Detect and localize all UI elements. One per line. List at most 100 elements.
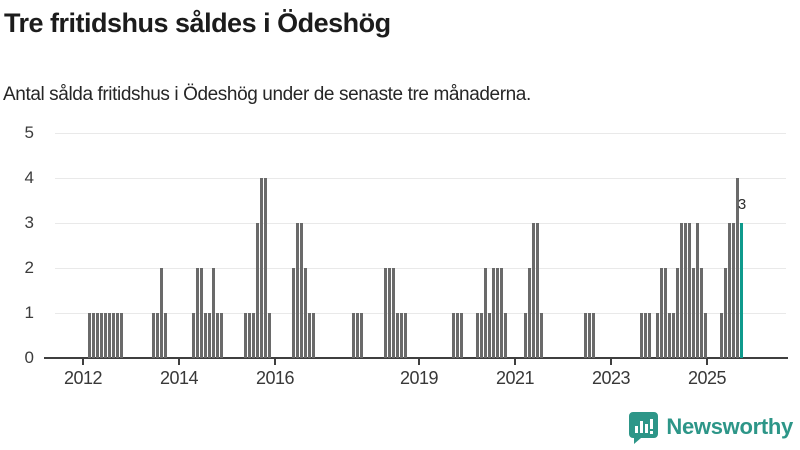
- bar: [264, 178, 267, 358]
- bar: [460, 313, 463, 358]
- bar: [152, 313, 155, 358]
- y-axis-tick-label: 0: [24, 348, 34, 367]
- bar: [260, 178, 263, 358]
- y-axis-tick-label: 4: [24, 168, 34, 187]
- bar: [700, 268, 703, 358]
- bar: [256, 223, 259, 358]
- bar: [452, 313, 455, 358]
- bar: [488, 313, 491, 358]
- x-axis-tick-label: 2014: [159, 368, 199, 388]
- bar: [688, 223, 691, 358]
- bar: [248, 313, 251, 358]
- x-axis-tick: [82, 359, 84, 365]
- bar: [720, 313, 723, 358]
- x-axis-tick-label: 2023: [591, 368, 631, 388]
- bar: [588, 313, 591, 358]
- bar: [104, 313, 107, 358]
- bar: [192, 313, 195, 358]
- bar: [536, 223, 539, 358]
- bar: [732, 223, 735, 358]
- gridline: [55, 268, 786, 269]
- newsworthy-logo-text: Newsworthy: [666, 414, 793, 439]
- x-axis-tick: [418, 359, 420, 365]
- bar: [400, 313, 403, 358]
- bar: [220, 313, 223, 358]
- gridline: [55, 313, 786, 314]
- bar: [252, 313, 255, 358]
- newsworthy-logo-icon: [629, 411, 659, 444]
- bar: [532, 223, 535, 358]
- bar: [308, 313, 311, 358]
- bar: [704, 313, 707, 358]
- bar: [356, 313, 359, 358]
- bar: [476, 313, 479, 358]
- bar: [480, 313, 483, 358]
- bar: [92, 313, 95, 358]
- x-axis-tick-label: 2025: [687, 368, 727, 388]
- x-axis-tick: [514, 359, 516, 365]
- y-axis-tick-label: 1: [24, 303, 34, 322]
- bar: [292, 268, 295, 358]
- bar: [384, 268, 387, 358]
- bar: [96, 313, 99, 358]
- bar: [640, 313, 643, 358]
- bar: [300, 223, 303, 358]
- bar: [592, 313, 595, 358]
- bar: [100, 313, 103, 358]
- x-axis-tick-label: 2021: [495, 368, 535, 388]
- bar: [724, 268, 727, 358]
- bar: [540, 313, 543, 358]
- bar: [524, 313, 527, 358]
- bar: [668, 313, 671, 358]
- x-axis-tick-label: 2019: [399, 368, 439, 388]
- bar: [728, 223, 731, 358]
- y-axis-tick-label: 5: [24, 123, 34, 142]
- newsworthy-logo: Newsworthy: [628, 410, 793, 444]
- bar: [504, 313, 507, 358]
- bar: [352, 313, 355, 358]
- bar: [108, 313, 111, 358]
- x-axis-tick: [274, 359, 276, 365]
- bar: [736, 178, 739, 358]
- bar: [672, 313, 675, 358]
- bar: [404, 313, 407, 358]
- bar: [112, 313, 115, 358]
- bar: [204, 313, 207, 358]
- y-axis-tick-label: 3: [24, 213, 34, 232]
- gridline: [55, 223, 786, 224]
- bar: [196, 268, 199, 358]
- bar: [644, 313, 647, 358]
- x-axis-tick: [178, 359, 180, 365]
- bar: [680, 223, 683, 358]
- gridline: [55, 133, 786, 134]
- bar: [296, 223, 299, 358]
- bar: [268, 313, 271, 358]
- bar: [200, 268, 203, 358]
- bar: [164, 313, 167, 358]
- x-axis-tick-label: 2012: [63, 368, 103, 388]
- bar: [244, 313, 247, 358]
- bar: [392, 268, 395, 358]
- bar: [660, 268, 663, 358]
- y-axis-tick-label: 2: [24, 258, 34, 277]
- bar: [456, 313, 459, 358]
- page-title: Tre fritidshus såldes i Ödeshög: [4, 8, 391, 38]
- bar: [584, 313, 587, 358]
- bar: [212, 268, 215, 358]
- bar-highlighted: [740, 223, 743, 358]
- bar: [492, 268, 495, 358]
- bar: [664, 268, 667, 358]
- bar: [208, 313, 211, 358]
- x-axis-tick: [706, 359, 708, 365]
- bar: [484, 268, 487, 358]
- bar: [304, 268, 307, 358]
- x-axis-tick-label: 2016: [255, 368, 295, 388]
- bar: [156, 313, 159, 358]
- value-annotation: 3: [737, 196, 747, 213]
- bar: [684, 223, 687, 358]
- x-axis-tick: [610, 359, 612, 365]
- bar: [648, 313, 651, 358]
- gridline: [55, 178, 786, 179]
